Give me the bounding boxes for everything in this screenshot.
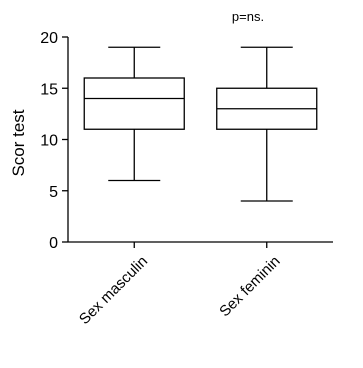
y-tick-label: 10 (40, 133, 58, 150)
p-value-annotation: p=ns. (232, 9, 264, 24)
y-tick-label: 15 (40, 81, 58, 98)
axes: 0 5 10 15 20 (40, 30, 333, 252)
y-axis-title: Scor test (9, 109, 28, 176)
y-tick-label: 0 (49, 235, 58, 252)
x-category-label: Sex feminin (216, 253, 283, 320)
box-iqr (83, 77, 185, 130)
x-category-label: Sex masculin (76, 253, 151, 328)
y-tick-label: 5 (49, 184, 58, 201)
y-tick-label: 20 (40, 30, 58, 47)
boxes-group (83, 46, 318, 202)
labels-group: Sex masculin Sex feminin (76, 253, 284, 328)
